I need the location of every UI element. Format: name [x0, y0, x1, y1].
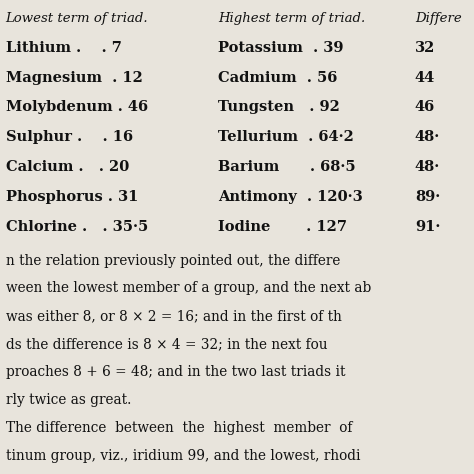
- Text: Barium      . 68·5: Barium . 68·5: [218, 160, 356, 174]
- Text: proaches 8 + 6 = 48; and in the two last triads it: proaches 8 + 6 = 48; and in the two last…: [6, 365, 345, 379]
- Text: Chlorine .   . 35·5: Chlorine . . 35·5: [6, 220, 148, 234]
- Text: Lithium .    . 7: Lithium . . 7: [6, 41, 121, 55]
- Text: ds the difference is 8 × 4 = 32; in the next fou: ds the difference is 8 × 4 = 32; in the …: [6, 337, 327, 351]
- Text: was either 8, or 8 × 2 = 16; and in the first of th: was either 8, or 8 × 2 = 16; and in the …: [6, 310, 342, 323]
- Text: Potassium  . 39: Potassium . 39: [218, 41, 344, 55]
- Text: Differe: Differe: [415, 12, 462, 25]
- Text: The difference  between  the  highest  member  of: The difference between the highest membe…: [6, 421, 352, 435]
- Text: rly twice as great.: rly twice as great.: [6, 393, 131, 407]
- Text: 32: 32: [415, 41, 435, 55]
- Text: Lowest term of triad.: Lowest term of triad.: [6, 12, 148, 25]
- Text: Magnesium  . 12: Magnesium . 12: [6, 71, 143, 84]
- Text: Sulphur .    . 16: Sulphur . . 16: [6, 130, 133, 144]
- Text: 89·: 89·: [415, 190, 440, 204]
- Text: Iodine       . 127: Iodine . 127: [218, 220, 347, 234]
- Text: 44: 44: [415, 71, 435, 84]
- Text: Phosphorus . 31: Phosphorus . 31: [6, 190, 138, 204]
- Text: Calcium .   . 20: Calcium . . 20: [6, 160, 129, 174]
- Text: n the relation previously pointed out, the differe: n the relation previously pointed out, t…: [6, 254, 340, 267]
- Text: 46: 46: [415, 100, 435, 114]
- Text: Highest term of triad.: Highest term of triad.: [218, 12, 365, 25]
- Text: Molybdenum . 46: Molybdenum . 46: [6, 100, 148, 114]
- Text: ween the lowest member of a group, and the next ab: ween the lowest member of a group, and t…: [6, 282, 371, 295]
- Text: Cadmium  . 56: Cadmium . 56: [218, 71, 337, 84]
- Text: Tungsten   . 92: Tungsten . 92: [218, 100, 340, 114]
- Text: 48·: 48·: [415, 130, 440, 144]
- Text: 91·: 91·: [415, 220, 440, 234]
- Text: Antimony  . 120·3: Antimony . 120·3: [218, 190, 363, 204]
- Text: Tellurium  . 64·2: Tellurium . 64·2: [218, 130, 354, 144]
- Text: tinum group, viz., iridium 99, and the lowest, rhodi: tinum group, viz., iridium 99, and the l…: [6, 449, 360, 463]
- Text: 48·: 48·: [415, 160, 440, 174]
